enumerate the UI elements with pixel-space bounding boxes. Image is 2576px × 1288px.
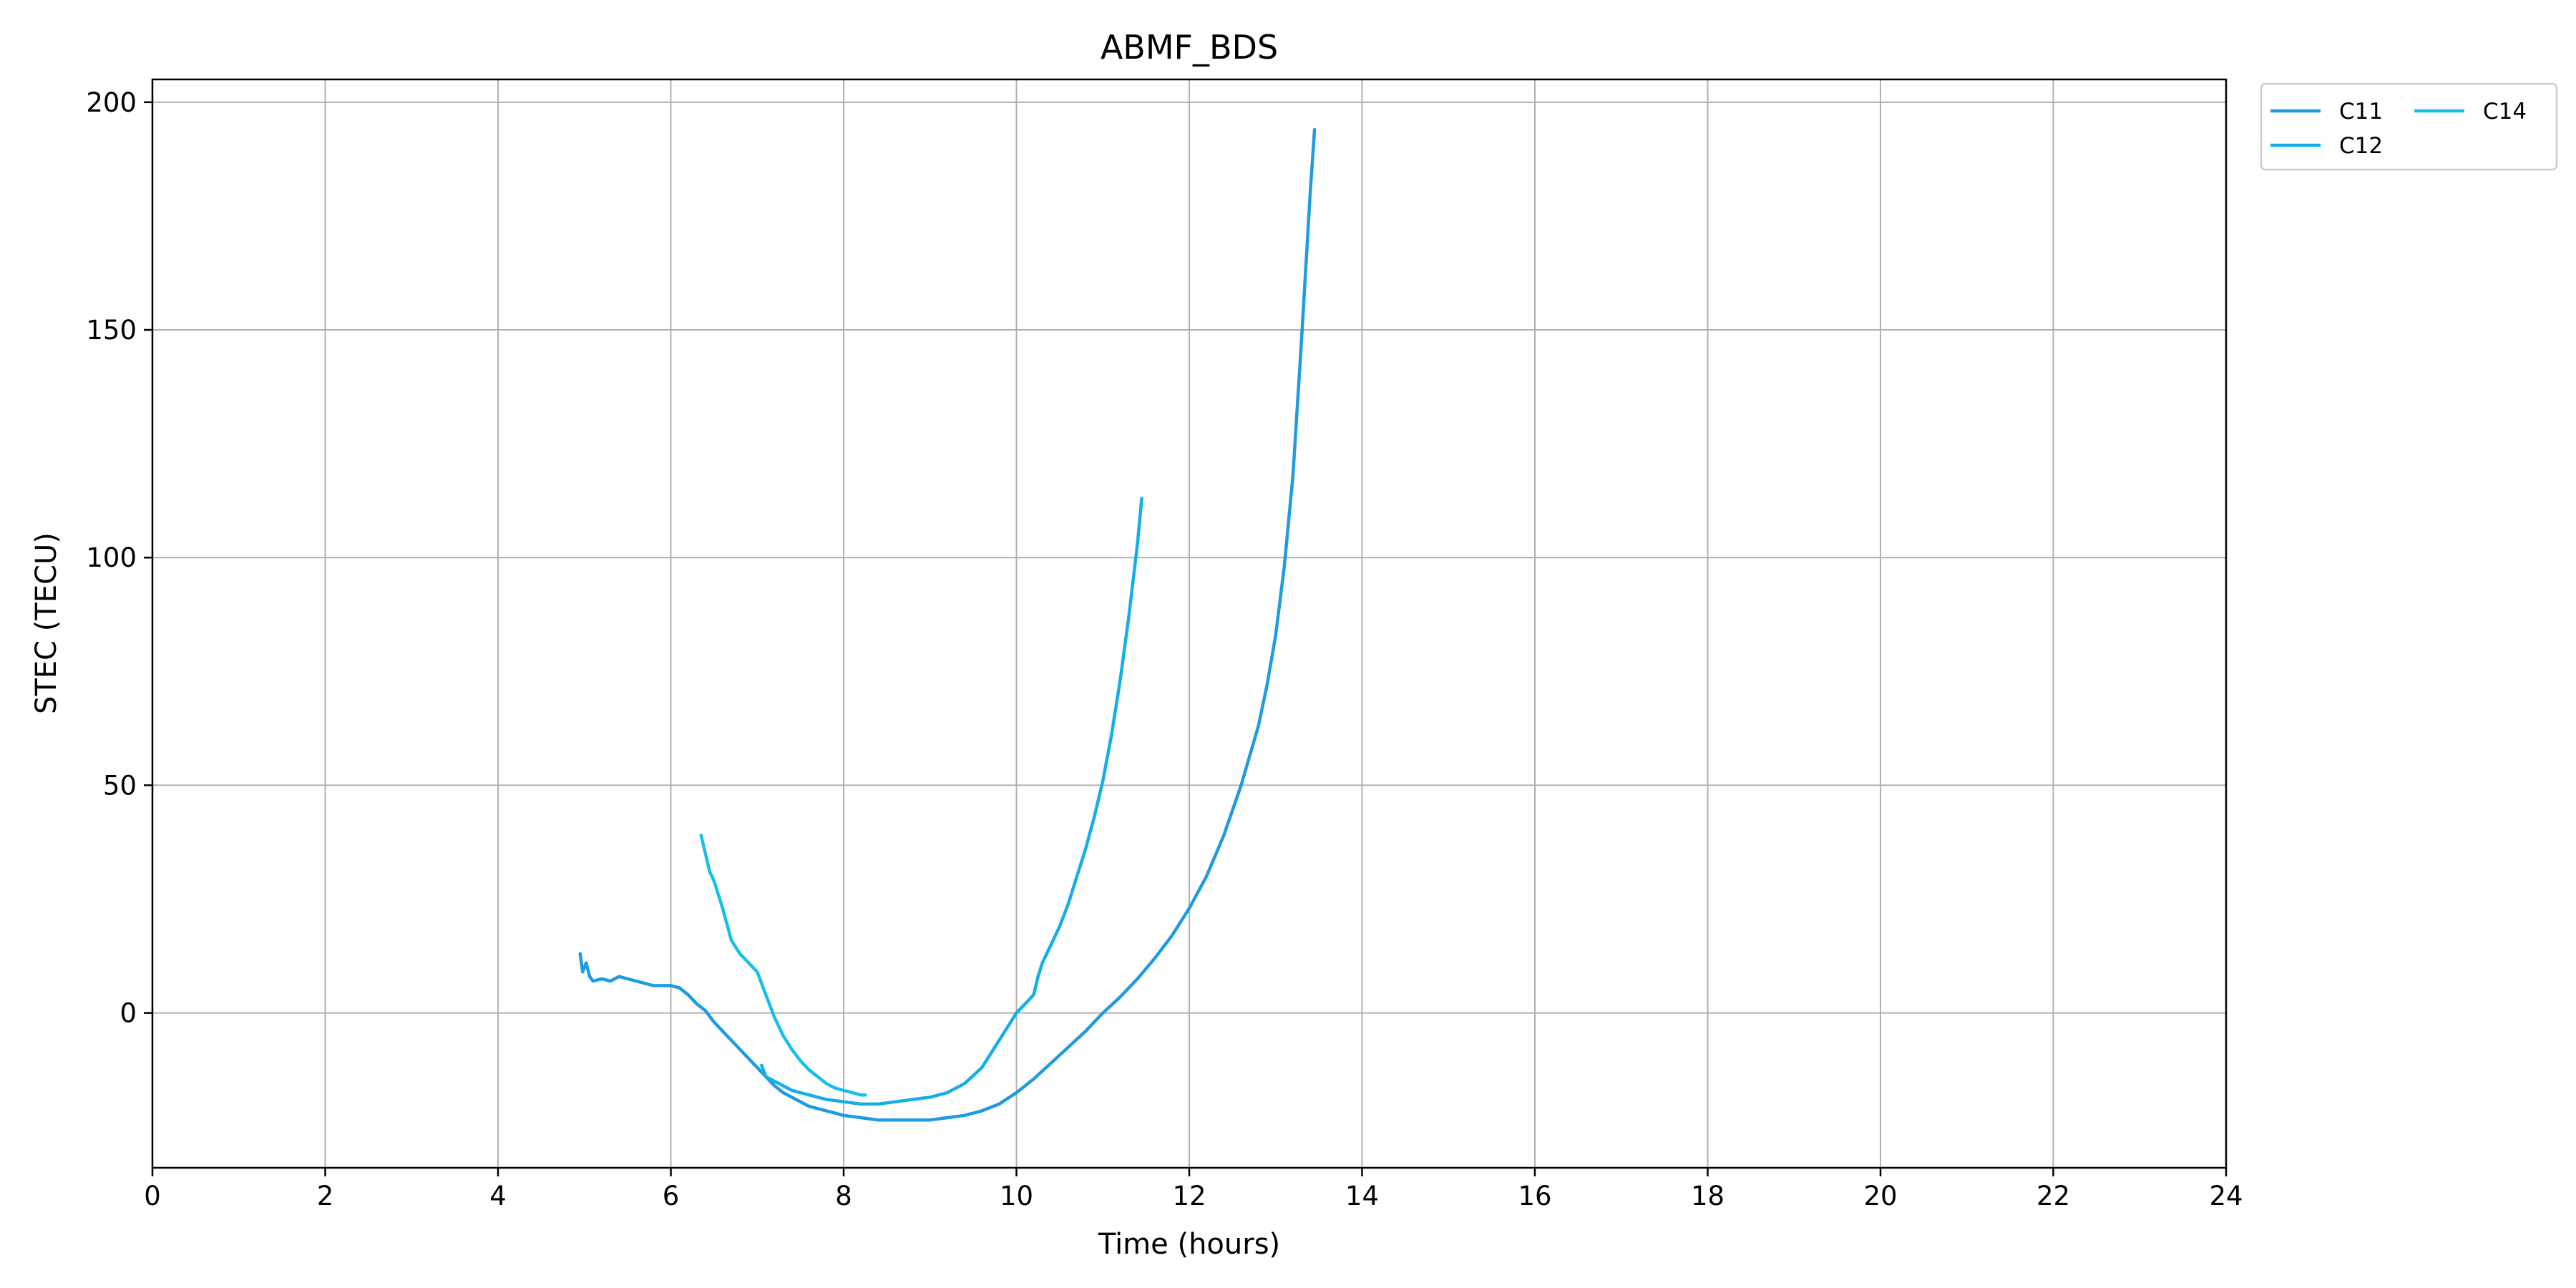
x-axis-ticks: 0 2 4 6 8 10 12 14 16 18 20 22 24 bbox=[144, 1168, 2243, 1211]
x-tick-label: 2 bbox=[317, 1181, 334, 1211]
legend-frame bbox=[2260, 82, 2558, 171]
y-tick-label: 50 bbox=[103, 770, 137, 801]
x-tick-label: 18 bbox=[1691, 1181, 1724, 1211]
x-tick-label: 0 bbox=[144, 1181, 161, 1211]
x-tick-label: 20 bbox=[1863, 1181, 1897, 1211]
x-tick-label: 22 bbox=[2036, 1181, 2070, 1211]
legend-label-c14: C14 bbox=[2483, 99, 2527, 125]
legend: C11 C12 C14 bbox=[2260, 82, 2558, 171]
y-tick-label: 200 bbox=[86, 87, 137, 118]
grid-lines bbox=[152, 79, 2227, 1168]
x-axis-title: Time (hours) bbox=[1098, 1228, 1280, 1261]
x-tick-label: 10 bbox=[1000, 1181, 1033, 1211]
x-tick-label: 24 bbox=[2209, 1181, 2243, 1211]
x-tick-label: 8 bbox=[835, 1181, 852, 1211]
series-line-c12 bbox=[760, 497, 1143, 1106]
y-tick-label: 150 bbox=[86, 315, 137, 346]
y-tick-label: 0 bbox=[119, 998, 137, 1029]
series-line-c14 bbox=[699, 834, 867, 1097]
series-lines bbox=[578, 127, 1317, 1122]
y-axis-title: STEC (TECU) bbox=[30, 532, 63, 714]
y-tick-label: 100 bbox=[86, 542, 137, 573]
x-tick-label: 4 bbox=[489, 1181, 507, 1211]
series-line-c11 bbox=[578, 127, 1317, 1122]
chart-title: ABMF_BDS bbox=[1101, 28, 1278, 67]
x-tick-label: 12 bbox=[1172, 1181, 1206, 1211]
legend-label-c12: C12 bbox=[2339, 133, 2383, 159]
y-axis-ticks: 0 50 100 150 200 bbox=[86, 87, 152, 1029]
x-tick-label: 6 bbox=[663, 1181, 680, 1211]
x-tick-label: 16 bbox=[1518, 1181, 1551, 1211]
legend-label-c11: C11 bbox=[2339, 99, 2383, 125]
x-tick-label: 14 bbox=[1345, 1181, 1379, 1211]
